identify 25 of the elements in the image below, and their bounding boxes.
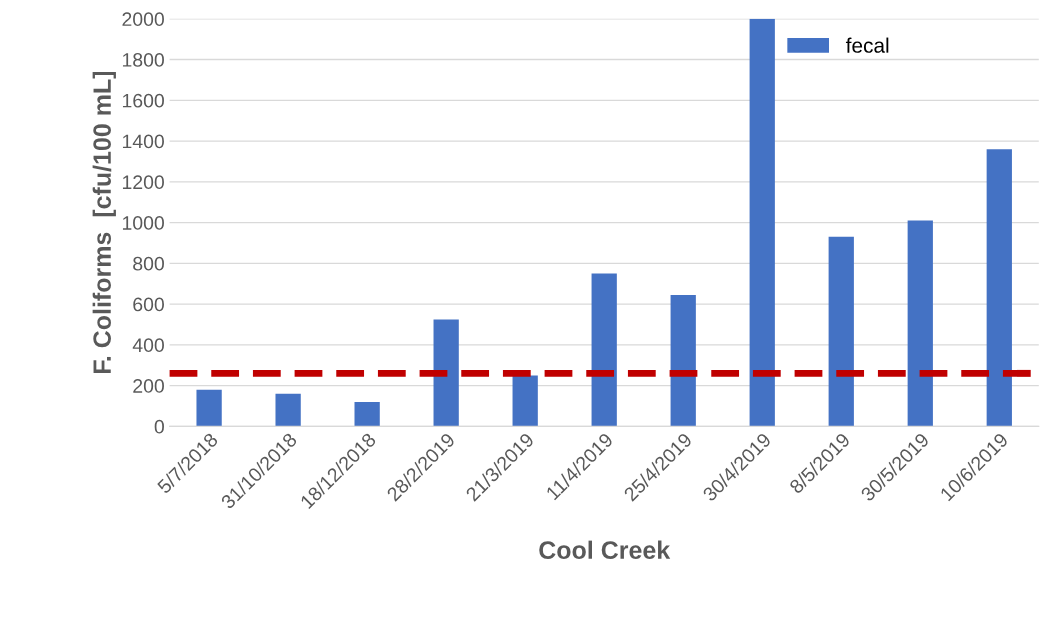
bar <box>749 18 775 427</box>
bar <box>986 149 1012 427</box>
bar <box>670 294 696 427</box>
bar <box>907 220 933 427</box>
bar <box>512 375 538 427</box>
bar <box>828 236 854 427</box>
bar <box>196 389 222 427</box>
y-tick-label: 1200 <box>122 175 164 190</box>
legend-label: fecal <box>845 37 889 53</box>
y-tick-label: 1800 <box>122 53 164 67</box>
y-axis-title: F. Coliforms [cfu/100 mL] <box>92 71 116 373</box>
y-tick-label: 400 <box>132 338 164 353</box>
x-axis-title: Cool Creek <box>539 540 671 559</box>
y-tick-label: 1400 <box>122 134 164 149</box>
y-tick-label: 600 <box>133 297 164 312</box>
bar <box>591 273 617 427</box>
y-tick-label: 200 <box>133 379 164 393</box>
bar <box>433 319 459 427</box>
bar <box>275 393 301 427</box>
y-tick-label: 0 <box>154 419 164 434</box>
y-tick-label: 2000 <box>122 12 164 27</box>
y-tick-label: 1000 <box>122 216 164 230</box>
y-tick-label: 800 <box>133 256 164 271</box>
bar <box>354 401 380 427</box>
y-tick-label: 1600 <box>122 93 164 108</box>
